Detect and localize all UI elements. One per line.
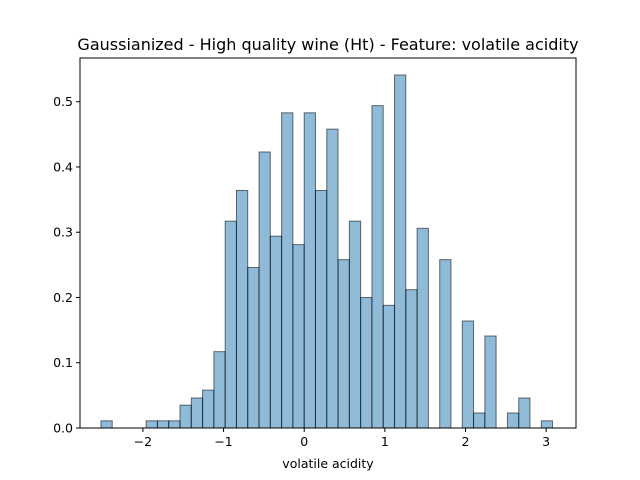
y-tick-label: 0.0	[53, 421, 73, 436]
histogram-bar	[190, 397, 204, 429]
x-tick-label: 1	[381, 434, 389, 449]
histogram-bar	[473, 412, 486, 429]
histogram-bar	[439, 259, 452, 429]
chart-title: Gaussianized - High quality wine (Ht) - …	[77, 35, 578, 54]
histogram-bar	[405, 289, 418, 429]
histogram-bar	[518, 397, 531, 429]
histogram-bar	[269, 235, 283, 429]
x-tick-label: 2	[462, 434, 470, 449]
y-axis: 0.0 0.1 0.2 0.3 0.4 0.5	[53, 94, 80, 436]
histogram-bar	[100, 420, 113, 429]
histogram-bar	[484, 335, 497, 429]
plot-frame	[79, 57, 577, 429]
histogram-bar	[213, 351, 226, 429]
histogram-bar	[315, 189, 328, 429]
y-tick-label: 0.1	[53, 355, 73, 370]
x-tick-label: −2	[134, 434, 152, 449]
histogram-bar	[292, 244, 305, 429]
histogram-bar	[416, 227, 429, 429]
histogram-bar	[145, 420, 158, 429]
histogram-bar	[281, 112, 294, 429]
histogram-bar	[382, 304, 395, 429]
histogram-bar	[461, 320, 475, 429]
histogram-bar	[360, 296, 373, 429]
y-tick-label: 0.4	[53, 159, 73, 174]
x-axis: −2 −1 0 1 2 3	[134, 428, 550, 449]
histogram-bar	[371, 105, 384, 429]
histogram-bar	[224, 220, 237, 429]
histogram-bar	[506, 412, 520, 429]
x-tick-label: −1	[214, 434, 232, 449]
y-tick-label: 0.3	[53, 225, 73, 240]
histogram-bar	[540, 420, 554, 429]
histogram-bar	[337, 259, 350, 429]
x-tick-label: 3	[542, 434, 550, 449]
histogram-bar	[303, 112, 316, 429]
histogram-bar	[156, 420, 170, 429]
histogram-bar	[247, 266, 260, 429]
histogram-bar	[168, 420, 181, 429]
y-tick-label: 0.5	[53, 94, 73, 109]
histogram-bar	[326, 128, 339, 429]
histogram-bar	[235, 189, 249, 429]
x-tick-label: 0	[300, 434, 308, 449]
x-axis-label: volatile acidity	[282, 456, 374, 471]
histogram-bar	[348, 220, 362, 429]
histogram-bar	[258, 151, 271, 429]
y-tick-label: 0.2	[53, 290, 73, 305]
histogram-bar	[394, 74, 407, 429]
histogram-bar	[179, 404, 192, 429]
bars-group	[100, 74, 554, 429]
histogram-bar	[202, 389, 215, 429]
